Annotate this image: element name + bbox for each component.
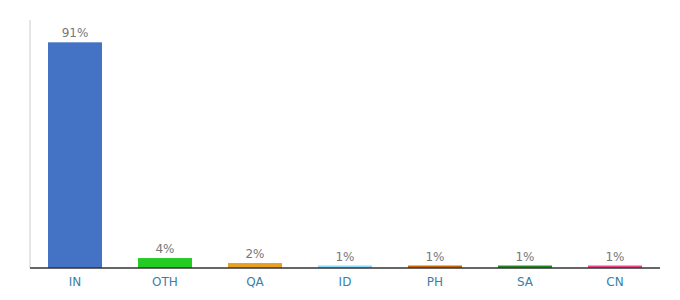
x-tick-labels: IN OTH QA ID PH SA CN [69, 275, 624, 289]
x-tick-label: QA [246, 275, 264, 289]
chart-container: 91% 4% 2% 1% 1% 1% 1% IN OTH QA ID PH SA CN [0, 0, 680, 300]
x-tick-label: CN [606, 275, 623, 289]
x-tick-label: PH [427, 275, 443, 289]
data-label: 1% [335, 250, 354, 264]
data-label: 1% [515, 250, 534, 264]
x-tick-label: SA [517, 275, 534, 289]
bars [48, 42, 642, 268]
chart: 91% 4% 2% 1% 1% 1% 1% IN OTH QA ID PH SA CN [0, 0, 680, 300]
bar [138, 258, 192, 268]
x-tick-label: OTH [152, 275, 178, 289]
data-labels: 91% 4% 2% 1% 1% 1% 1% [62, 26, 625, 263]
data-label: 1% [425, 250, 444, 264]
data-label: 1% [605, 250, 624, 264]
y-axis [30, 20, 31, 268]
x-axis [30, 267, 660, 269]
data-label: 4% [155, 242, 174, 256]
x-tick-label: ID [339, 275, 352, 289]
x-tick-label: IN [69, 275, 82, 289]
data-label: 2% [245, 247, 264, 261]
bar [48, 42, 102, 268]
data-label: 91% [62, 26, 89, 40]
